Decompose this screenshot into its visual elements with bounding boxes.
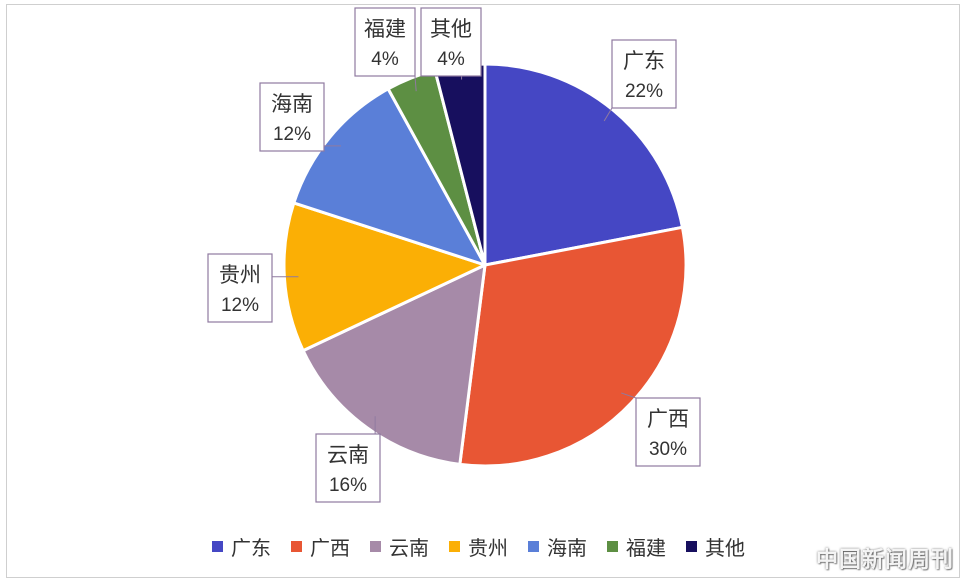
slice-label-percent: 30% [649, 439, 687, 460]
slice-label-name: 广西 [647, 407, 689, 431]
slice-label-percent: 12% [221, 295, 259, 316]
pie-slice-2 [301, 263, 487, 466]
data-label-0: 广东 22% [603, 39, 677, 122]
label-leader-line [603, 107, 613, 122]
data-label-1: 广西 30% [621, 392, 701, 467]
legend-label: 海南 [547, 535, 587, 560]
pie-slice-3 [282, 201, 487, 353]
watermark: 中国新闻周刊 [815, 548, 954, 573]
legend-item-0: 广东 [212, 532, 271, 561]
legend-label: 云南 [389, 535, 429, 560]
data-label-5: 福建 4% [354, 7, 417, 92]
slice-label-percent: 22% [625, 81, 663, 102]
slice-label-percent: 12% [273, 124, 311, 145]
pie-slice-0 [483, 62, 684, 267]
legend-swatch [370, 540, 381, 552]
label-box [420, 7, 482, 77]
data-label-4: 海南 12% [259, 82, 341, 152]
legend-swatch [607, 540, 618, 552]
legend-label: 其他 [705, 535, 745, 560]
label-leader-line [414, 75, 417, 92]
data-label-6: 其他 4% [420, 7, 482, 80]
label-box [259, 82, 325, 152]
legend-item-6: 其他 [686, 532, 745, 561]
legend-swatch [686, 540, 697, 552]
label-box [207, 253, 273, 323]
label-box [635, 397, 701, 467]
legend-item-3: 贵州 [449, 532, 508, 561]
legend-item-4: 海南 [528, 532, 587, 561]
label-box [354, 7, 416, 77]
slice-label-name: 海南 [271, 92, 313, 116]
data-label-3: 贵州 12% [207, 253, 299, 323]
slice-label-name: 广东 [623, 49, 665, 73]
slice-label-name: 其他 [430, 17, 472, 41]
legend-label: 广东 [231, 535, 271, 560]
pie-slice-1 [458, 225, 688, 468]
legend-label: 广西 [310, 535, 350, 560]
label-box [315, 433, 381, 503]
slice-label-percent: 4% [371, 49, 399, 70]
legend-item-1: 广西 [291, 532, 350, 561]
chart-legend: 广东 广西 云南 贵州 海南 福建 其他 [212, 532, 745, 561]
legend-swatch [528, 540, 539, 552]
legend-item-2: 云南 [370, 532, 429, 561]
slice-label-name: 云南 [327, 443, 369, 467]
pie-slice-4 [292, 87, 487, 267]
label-box [611, 39, 677, 109]
label-leader-line [621, 392, 637, 399]
legend-item-5: 福建 [607, 532, 666, 561]
slice-label-name: 福建 [364, 17, 406, 41]
legend-swatch [449, 540, 460, 552]
slice-label-percent: 16% [329, 475, 367, 496]
data-label-2: 云南 16% [315, 416, 381, 503]
legend-swatch [291, 540, 302, 552]
slice-label-percent: 4% [437, 49, 465, 70]
legend-label: 贵州 [468, 535, 508, 560]
legend-swatch [212, 540, 223, 552]
slice-label-name: 贵州 [219, 263, 261, 287]
legend-label: 福建 [626, 535, 666, 560]
